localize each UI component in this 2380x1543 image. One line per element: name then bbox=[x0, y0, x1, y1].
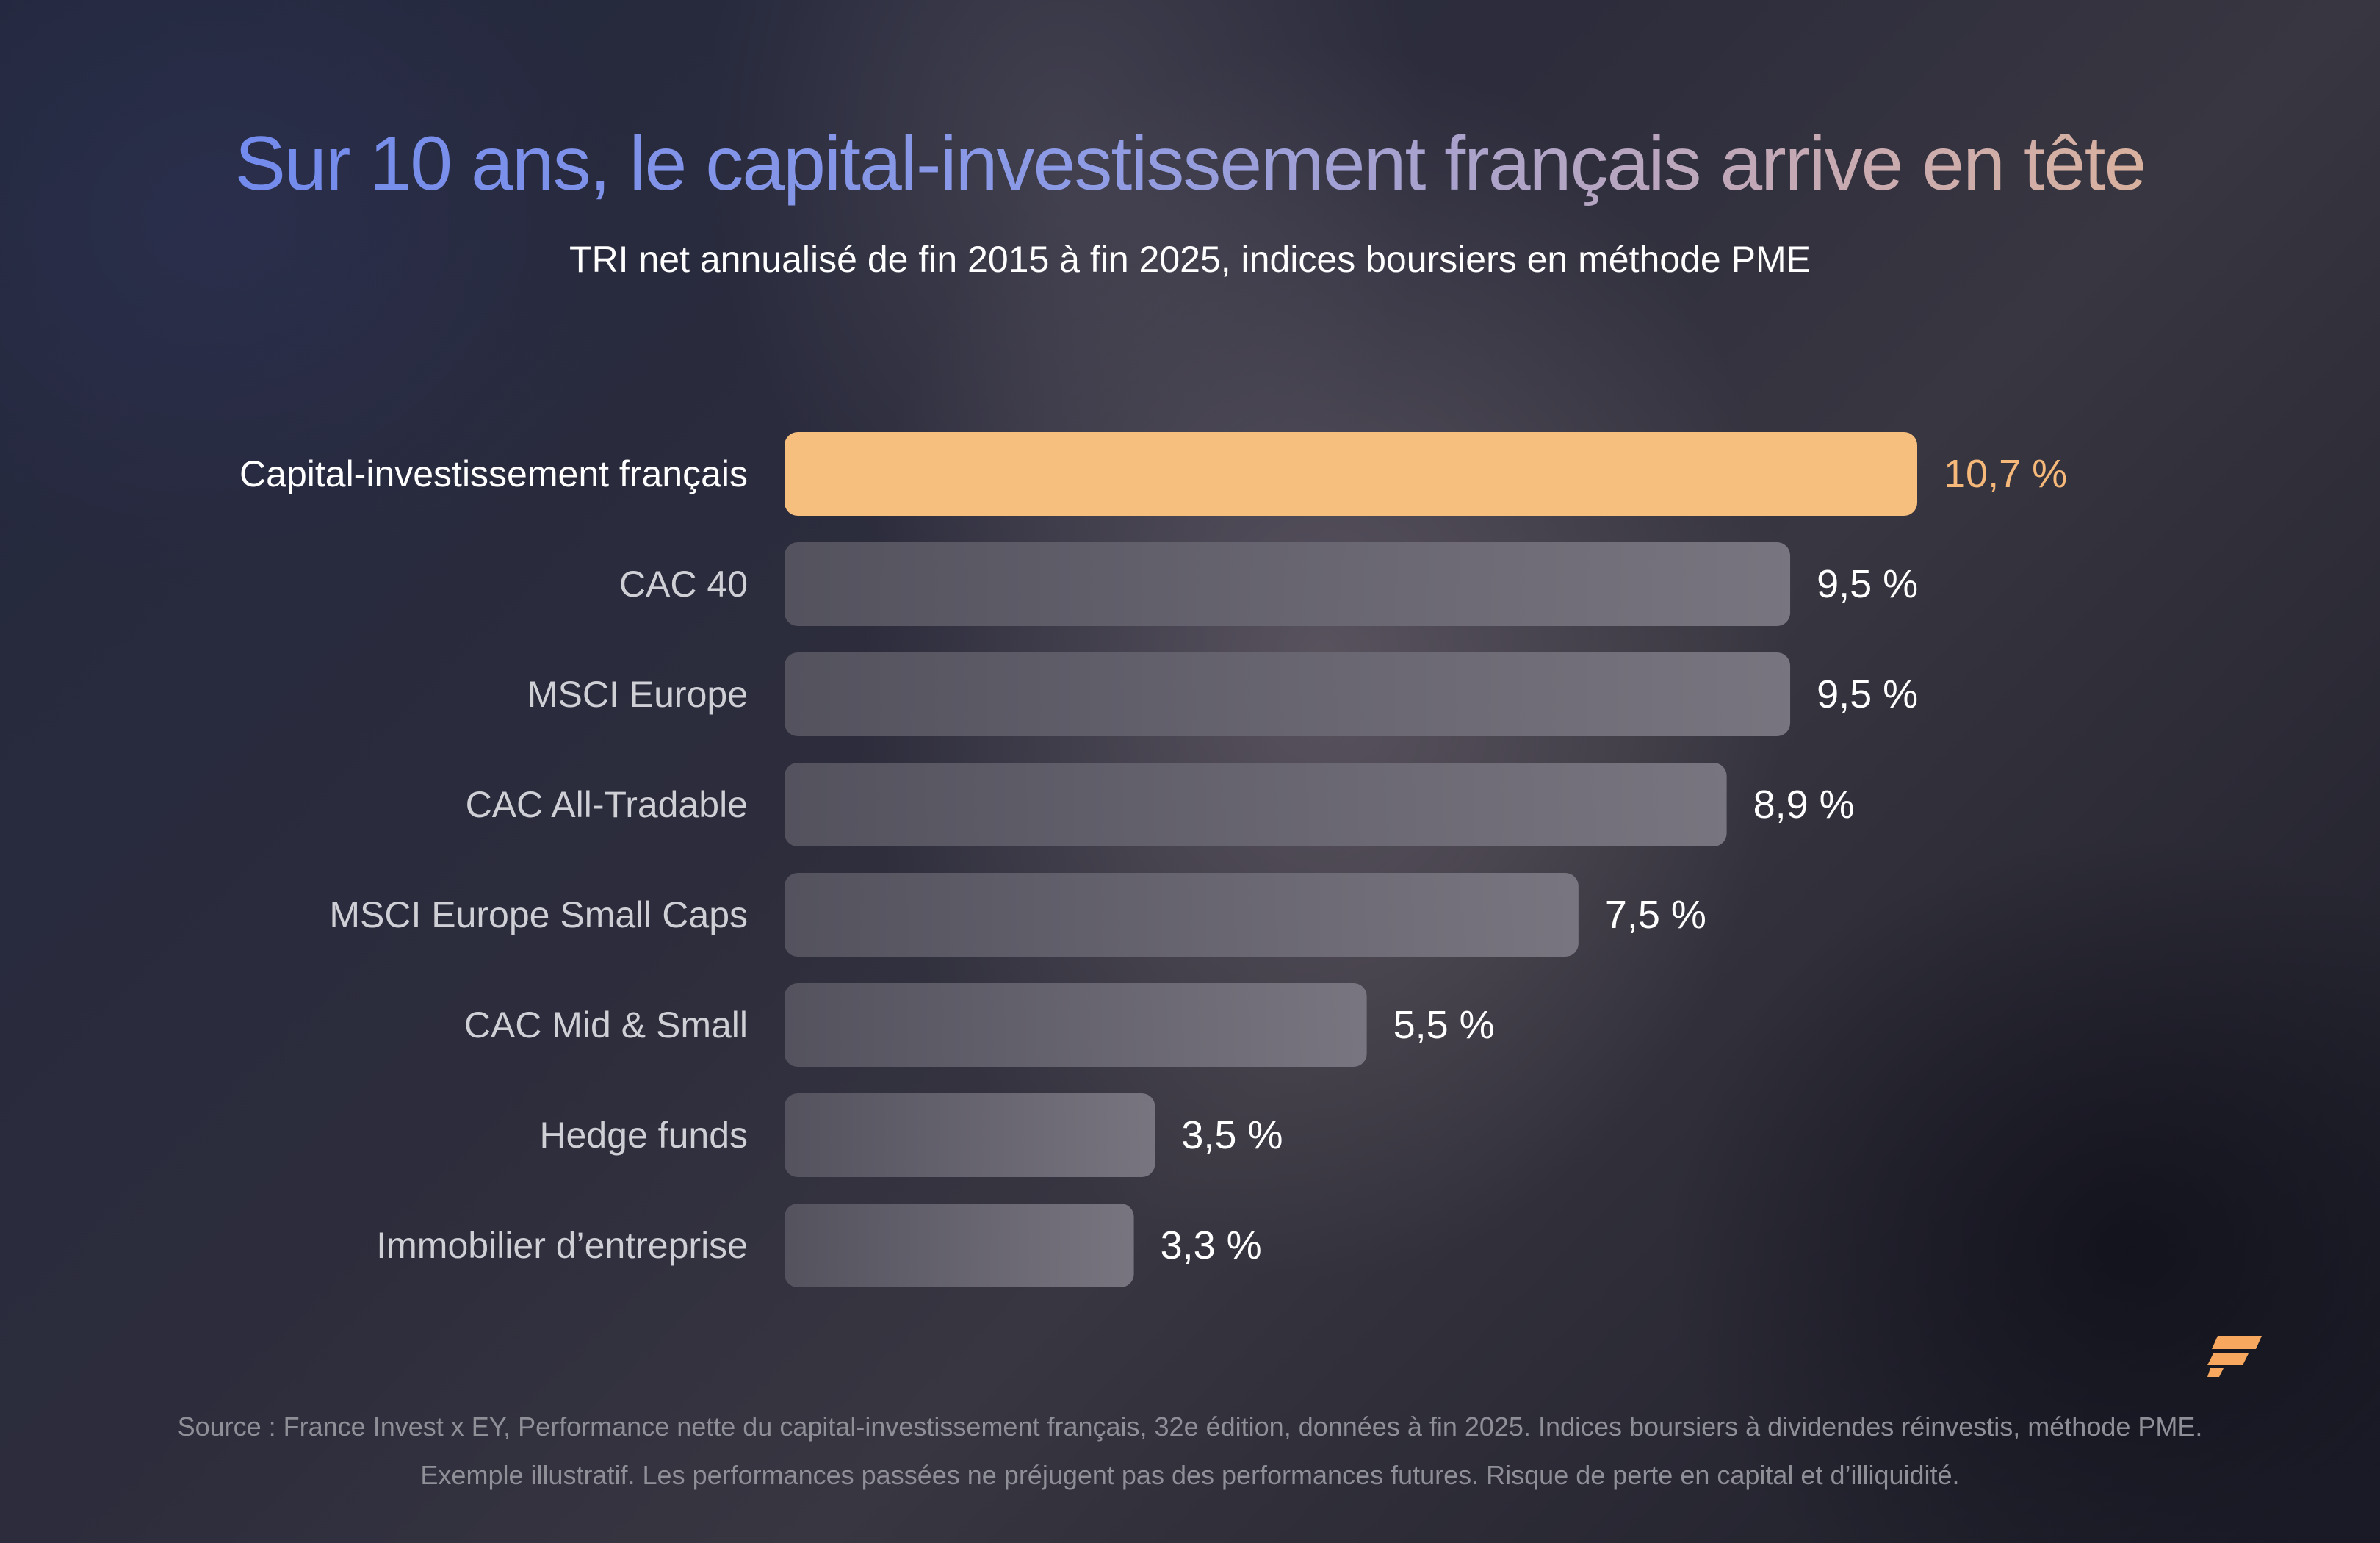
value-label-3: 8,9 % bbox=[1753, 783, 1855, 827]
category-label-0: Capital-investissement français bbox=[239, 453, 748, 494]
category-label-1: CAC 40 bbox=[619, 564, 748, 605]
bars-group: Capital-investissement français 10,7 % CAC… bbox=[239, 432, 2067, 1287]
chart-subtitle: TRI net annualisé de fin 2015 à fin 2025… bbox=[569, 239, 1811, 280]
value-label-2: 9,5 % bbox=[1817, 672, 1918, 716]
bar-3 bbox=[785, 763, 1727, 846]
bar-6 bbox=[785, 1093, 1155, 1177]
category-label-5: CAC Mid & Small bbox=[464, 1004, 748, 1046]
bar-0 bbox=[785, 432, 1917, 516]
category-label-2: MSCI Europe bbox=[527, 674, 748, 715]
bar-chart: Capital-investissement français 10,7 % CAC… bbox=[239, 432, 2068, 1287]
bar-7 bbox=[785, 1204, 1134, 1287]
value-label-4: 7,5 % bbox=[1605, 893, 1706, 937]
value-label-7: 3,3 % bbox=[1161, 1223, 1262, 1267]
brand-logo-icon bbox=[2207, 1336, 2262, 1377]
bar-2 bbox=[785, 652, 1791, 736]
category-label-7: Immobilier d’entreprise bbox=[376, 1225, 748, 1266]
bar-4 bbox=[785, 873, 1579, 957]
disclaimer-note: Exemple illustratif. Les performances pa… bbox=[420, 1460, 1960, 1490]
value-label-1: 9,5 % bbox=[1817, 562, 1918, 606]
value-label-5: 5,5 % bbox=[1393, 1003, 1495, 1047]
category-label-6: Hedge funds bbox=[539, 1115, 748, 1156]
value-label-6: 3,5 % bbox=[1181, 1113, 1283, 1157]
value-label-0: 10,7 % bbox=[1944, 452, 2067, 496]
bar-5 bbox=[785, 983, 1367, 1067]
bar-1 bbox=[785, 542, 1791, 626]
category-label-4: MSCI Europe Small Caps bbox=[329, 894, 748, 935]
source-note: Source : France Invest x EY, Performance… bbox=[177, 1411, 2203, 1442]
category-label-3: CAC All-Tradable bbox=[466, 784, 748, 825]
chart-title: Sur 10 ans, le capital-investissement fr… bbox=[0, 116, 2380, 212]
